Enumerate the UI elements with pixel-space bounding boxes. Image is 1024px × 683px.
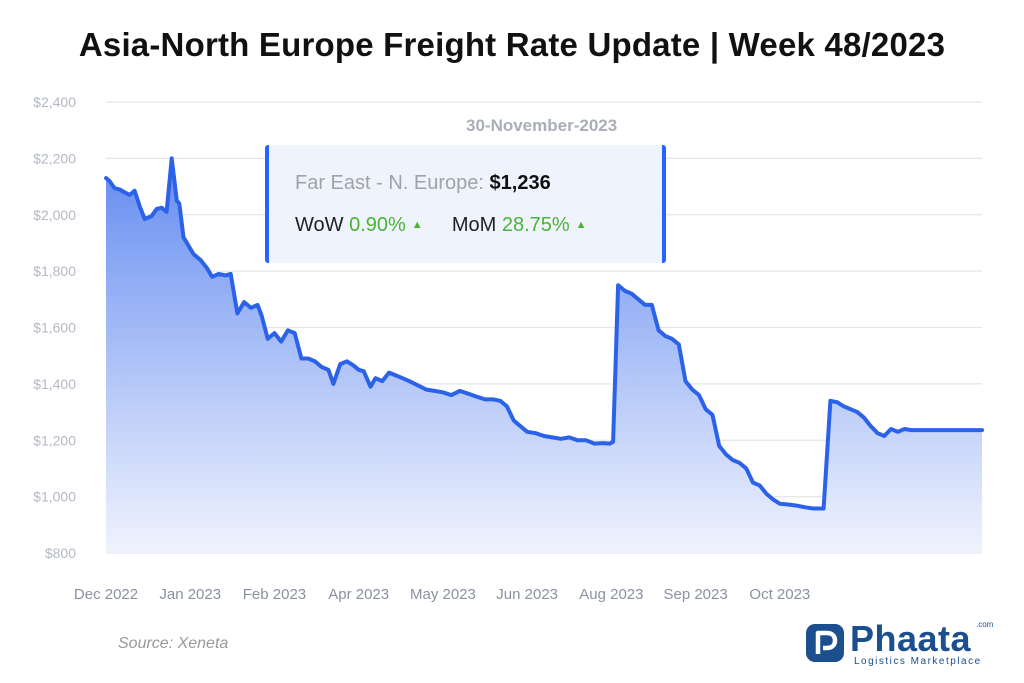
x-tick-label: Oct 2023 xyxy=(749,586,810,603)
logo-suffix: .com xyxy=(976,620,994,629)
tooltip-box: Far East - N. Europe: $1,236 WoW 0.90% ▲ … xyxy=(265,145,666,263)
logo-tagline: Logistics Marketplace xyxy=(854,656,982,667)
series-line xyxy=(104,156,984,511)
x-tick-label: Sep 2023 xyxy=(663,586,727,603)
y-tick-label: $2,200 xyxy=(33,150,76,166)
y-tick-label: $1,000 xyxy=(33,489,76,505)
tooltip-route-label: Far East - N. Europe: xyxy=(295,172,484,194)
tooltip-mom-label: MoM xyxy=(451,214,497,236)
y-tick-label: $1,200 xyxy=(33,432,76,448)
tooltip-route-line: Far East - N. Europe: $1,236 xyxy=(295,172,551,195)
source-note: Source: Xeneta xyxy=(118,635,229,652)
wow-up-arrow-icon: ▲ xyxy=(411,219,423,231)
tooltip-date: 30-November-2023 xyxy=(466,116,618,135)
y-tick-label: $1,400 xyxy=(33,376,76,392)
x-tick-label: Dec 2022 xyxy=(74,586,138,603)
x-tick-label: Aug 2023 xyxy=(579,586,643,603)
y-tick-label: $2,400 xyxy=(33,94,76,110)
series-area xyxy=(106,158,982,553)
y-tick-label: $2,000 xyxy=(33,207,76,223)
y-tick-label: $1,800 xyxy=(33,263,76,279)
chart-title: Asia-North Europe Freight Rate Update | … xyxy=(78,26,946,63)
y-tick-label: $800 xyxy=(45,545,76,561)
phaata-logo-icon xyxy=(806,624,844,662)
x-tick-label: Jan 2023 xyxy=(159,586,221,603)
x-tick-label: May 2023 xyxy=(410,586,476,603)
phaata-logo: Phaata .com Logistics Marketplace xyxy=(806,618,1006,670)
x-tick-label: Feb 2023 xyxy=(243,586,306,603)
tooltip-route-value: $1,236 xyxy=(489,172,551,194)
mom-up-arrow-icon: ▲ xyxy=(575,219,587,231)
tooltip-wow-label: WoW xyxy=(295,214,344,236)
tooltip-change-line: WoW 0.90% ▲ MoM 28.75% ▲ xyxy=(295,214,587,237)
tooltip-mom-value: 28.75% xyxy=(501,214,570,236)
x-tick-label: Jun 2023 xyxy=(496,586,558,603)
y-tick-label: $1,600 xyxy=(33,320,76,336)
x-tick-label: Apr 2023 xyxy=(328,586,389,603)
tooltip-wow-value: 0.90% xyxy=(349,214,406,236)
logo-wordmark: Phaata xyxy=(850,618,972,659)
